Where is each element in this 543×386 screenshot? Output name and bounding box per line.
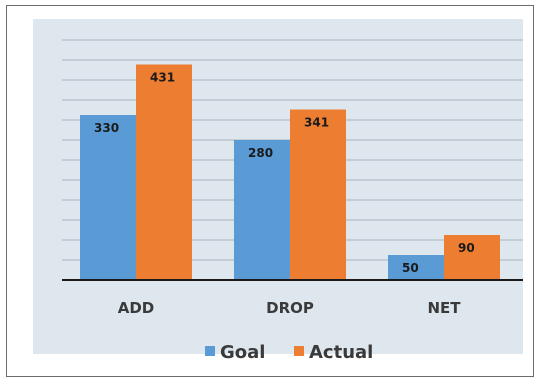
category-label-drop: DROP (266, 299, 314, 317)
data-label-goal-drop: 280 (248, 146, 273, 160)
bars (80, 64, 500, 280)
legend-swatch-goal (205, 346, 215, 356)
data-label-goal-net: 50 (402, 261, 419, 275)
bar-goal-net (388, 255, 444, 280)
data-labels: 330 431 280 341 50 90 (94, 71, 475, 276)
data-label-goal-add: 330 (94, 121, 119, 135)
bar-goal-add (80, 115, 136, 280)
legend-swatch-actual (294, 346, 304, 356)
legend-label-goal: Goal (220, 342, 265, 363)
data-label-actual-add: 431 (150, 71, 175, 85)
data-label-actual-drop: 341 (304, 116, 329, 130)
category-label-add: ADD (118, 299, 155, 317)
bar-goal-drop (234, 140, 290, 280)
legend: Goal Actual (205, 342, 373, 363)
category-label-net: NET (427, 299, 461, 317)
legend-label-actual: Actual (309, 342, 373, 363)
data-label-actual-net: 90 (458, 241, 475, 255)
bar-actual-drop (290, 109, 346, 280)
bar-actual-add (136, 64, 192, 280)
bar-actual-net (444, 235, 500, 280)
category-labels: ADD DROP NET (118, 299, 462, 317)
